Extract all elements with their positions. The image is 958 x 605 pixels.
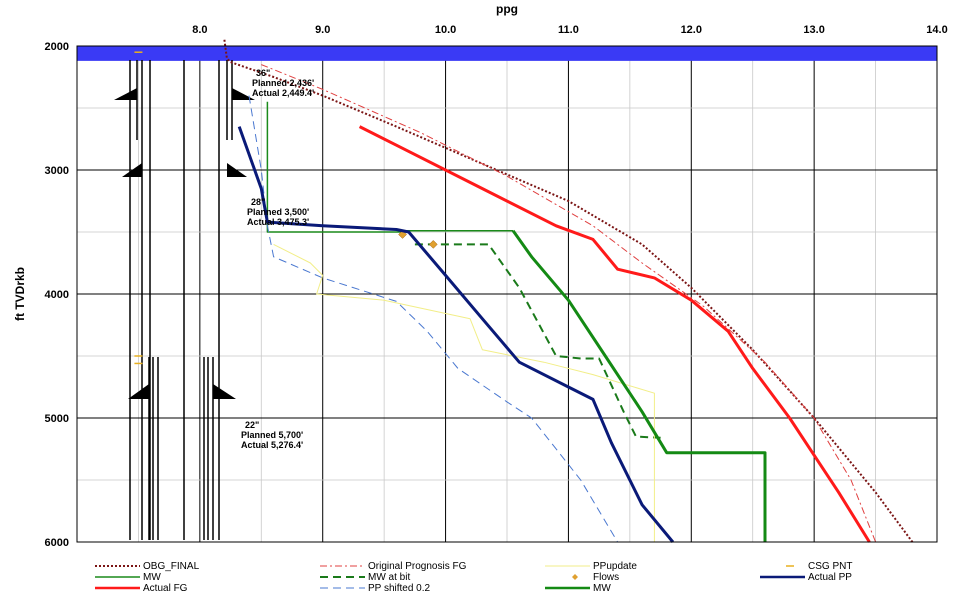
- y-tick-label: 6000: [45, 537, 69, 549]
- series-line-actual-pp: [237, 126, 675, 543]
- x-tick-label: 9.0: [315, 24, 330, 36]
- legend-item: MW: [95, 572, 161, 583]
- legend-label: Original Prognosis FG: [368, 561, 467, 572]
- legend-label: PP shifted 0.2: [368, 583, 431, 594]
- legend-label: MW: [593, 583, 611, 594]
- legend-item: MW: [545, 583, 611, 594]
- plot-frame: [76, 45, 938, 543]
- series-line-mw: [511, 229, 767, 542]
- legend-label: PPupdate: [593, 561, 637, 572]
- casing-label-planned: Planned 5,700': [241, 430, 303, 440]
- series-line-original-prognosis-fg: [261, 64, 877, 543]
- legend-label: MW at bit: [368, 572, 410, 583]
- legend-item: Actual PP: [760, 572, 852, 583]
- grid: [76, 45, 938, 543]
- wellbore-schematic: [114, 60, 255, 540]
- legend: OBG_FINAL Original Prognosis FG PPupdate CS…: [95, 561, 852, 594]
- legend-item: Flows: [572, 572, 619, 583]
- legend-item: Original Prognosis FG: [320, 561, 467, 572]
- series-line-ppupdate: [273, 243, 655, 542]
- legend-swatch: [572, 574, 578, 580]
- x-tick-label: 14.0: [926, 24, 947, 36]
- casing-shoe: [227, 163, 247, 177]
- legend-item: MW at bit: [320, 572, 410, 583]
- casing-shoe: [213, 384, 236, 399]
- casing-label-size: 22": [245, 420, 259, 430]
- casing-label-size: 36": [256, 68, 270, 78]
- series-line-mw-at-bit: [414, 243, 661, 439]
- flow-marker: [428, 240, 438, 249]
- casing-label-size: 28": [251, 197, 265, 207]
- legend-label: Actual PP: [808, 572, 852, 583]
- casing-label-actual: Actual 3,475.3': [247, 217, 309, 227]
- plot-border: [76, 45, 938, 543]
- legend-label: MW: [143, 572, 161, 583]
- y-tick-labels: 2000 3000 4000 5000 6000: [45, 41, 69, 549]
- water-band: [77, 46, 937, 61]
- y-tick-label: 2000: [45, 41, 69, 53]
- x-tick-label: 8.0: [192, 24, 207, 36]
- casing-label-planned: Planned 2,436': [252, 78, 314, 88]
- y-tick-label: 3000: [45, 165, 69, 177]
- water-band-rect: [77, 46, 937, 61]
- casing-label-actual: Actual 2,449.4': [252, 88, 314, 98]
- legend-label: Actual FG: [143, 583, 188, 594]
- x-axis-title: ppg: [496, 2, 518, 16]
- legend-label: Flows: [593, 572, 619, 583]
- y-tick-label: 4000: [45, 289, 69, 301]
- legend-item: OBG_FINAL: [95, 561, 200, 572]
- legend-item: PP shifted 0.2: [320, 583, 431, 594]
- casing-shoe: [128, 384, 149, 399]
- casing-labels: 36"Planned 2,436'Actual 2,449.4'28"Plann…: [241, 68, 314, 450]
- legend-item: CSG PNT: [786, 561, 852, 572]
- x-tick-labels: 8.0 9.0 10.0 11.0 12.0 13.0 14.0: [192, 24, 948, 36]
- legend-label: OBG_FINAL: [143, 561, 200, 572]
- casing-shoe: [114, 88, 137, 100]
- x-tick-label: 11.0: [558, 24, 579, 36]
- series-line-actual-fg: [358, 125, 871, 543]
- legend-item: PPupdate: [545, 561, 637, 572]
- casing-label-planned: Planned 3,500': [247, 207, 309, 217]
- x-tick-label: 13.0: [803, 24, 824, 36]
- series-layer: [134, 39, 914, 543]
- y-axis-title: ft TVDrkb: [13, 267, 27, 321]
- casing-label-actual: Actual 5,276.4': [241, 440, 303, 450]
- x-tick-label: 12.0: [681, 24, 702, 36]
- legend-label: CSG PNT: [808, 561, 852, 572]
- y-tick-label: 5000: [45, 413, 69, 425]
- x-tick-label: 10.0: [435, 24, 456, 36]
- legend-item: Actual FG: [95, 583, 188, 594]
- casing-shoe: [122, 163, 142, 177]
